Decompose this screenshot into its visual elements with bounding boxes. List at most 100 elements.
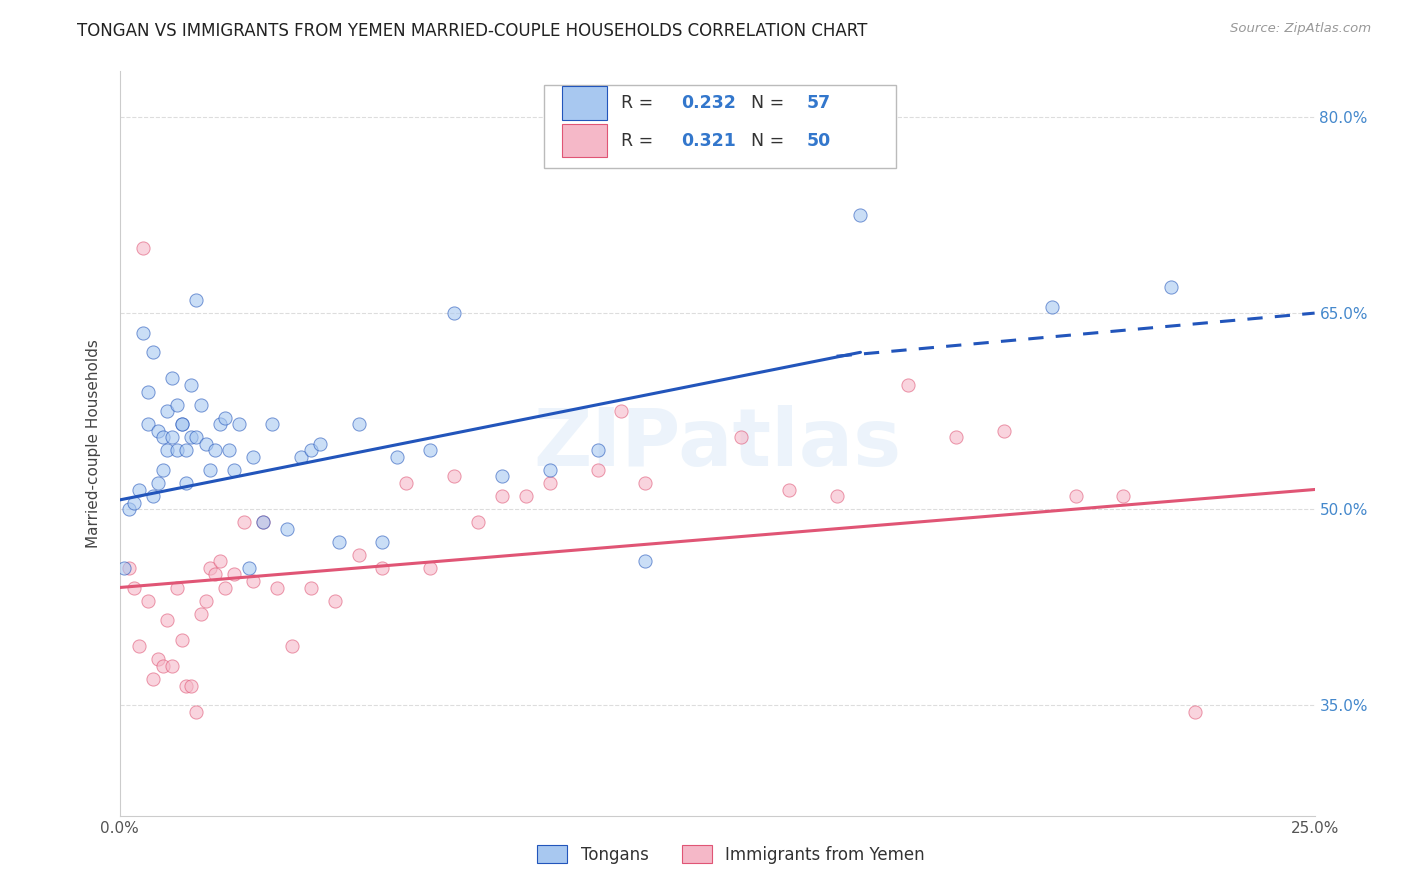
Point [849, 208, 872, 222]
Point [142, 345, 165, 359]
Point [166, 398, 188, 412]
Point [122, 495, 145, 509]
Point [224, 463, 246, 477]
Y-axis label: Married-couple Households: Married-couple Households [86, 339, 101, 549]
Point [128, 640, 150, 654]
Point [419, 561, 441, 575]
Point [371, 561, 394, 575]
Point [491, 469, 513, 483]
FancyBboxPatch shape [562, 124, 607, 157]
Point [146, 652, 169, 666]
Text: N =: N = [751, 94, 789, 112]
Point [190, 398, 212, 412]
Text: Source: ZipAtlas.com: Source: ZipAtlas.com [1230, 22, 1371, 36]
Point [128, 483, 150, 497]
Point [160, 659, 183, 673]
Point [208, 417, 231, 432]
Point [443, 306, 465, 320]
Point [160, 371, 183, 385]
Point [309, 436, 332, 450]
Text: TONGAN VS IMMIGRANTS FROM YEMEN MARRIED-COUPLE HOUSEHOLDS CORRELATION CHART: TONGAN VS IMMIGRANTS FROM YEMEN MARRIED-… [77, 22, 868, 40]
Point [122, 581, 145, 595]
Point [180, 378, 202, 392]
Legend: Tongans, Immigrants from Yemen: Tongans, Immigrants from Yemen [530, 838, 932, 871]
Point [170, 632, 193, 647]
Point [170, 417, 193, 432]
Point [299, 581, 322, 595]
Text: ZIPatlas: ZIPatlas [533, 405, 901, 483]
Point [252, 515, 274, 529]
Point [395, 475, 418, 490]
Point [194, 436, 217, 450]
Point [190, 607, 212, 621]
Point [204, 567, 226, 582]
Point [586, 463, 609, 477]
Point [180, 430, 202, 444]
Point [538, 463, 561, 477]
Point [200, 561, 222, 575]
Point [634, 475, 657, 490]
Point [156, 613, 179, 627]
Point [112, 561, 135, 575]
Text: 57: 57 [807, 94, 831, 112]
Point [1160, 280, 1182, 294]
Point [467, 515, 489, 529]
Point [238, 561, 260, 575]
Point [214, 581, 236, 595]
Point [152, 430, 174, 444]
Point [142, 489, 165, 503]
Point [538, 475, 561, 490]
Point [136, 593, 159, 607]
Point [515, 489, 537, 503]
Point [993, 424, 1015, 438]
Point [176, 443, 198, 458]
Point [299, 443, 322, 458]
Point [184, 705, 207, 719]
Point [118, 561, 141, 575]
Point [152, 659, 174, 673]
Point [166, 581, 188, 595]
Point [156, 443, 179, 458]
Point [491, 489, 513, 503]
Point [266, 581, 288, 595]
Point [276, 522, 298, 536]
Text: 0.321: 0.321 [682, 132, 737, 150]
FancyBboxPatch shape [544, 85, 897, 169]
Point [156, 404, 179, 418]
Point [170, 417, 193, 432]
Point [1064, 489, 1087, 503]
Point [242, 450, 264, 464]
Point [586, 443, 609, 458]
Point [208, 554, 231, 568]
Point [443, 469, 465, 483]
Point [232, 515, 254, 529]
Point [214, 410, 236, 425]
Point [610, 404, 633, 418]
Point [132, 326, 155, 340]
Point [146, 475, 169, 490]
Point [136, 384, 159, 399]
Point [184, 430, 207, 444]
Point [200, 463, 222, 477]
Point [180, 679, 202, 693]
Point [252, 515, 274, 529]
Point [634, 554, 657, 568]
Point [136, 417, 159, 432]
Point [194, 593, 217, 607]
Point [323, 593, 346, 607]
Point [146, 424, 169, 438]
Point [371, 534, 394, 549]
Point [328, 534, 350, 549]
Point [290, 450, 312, 464]
Point [184, 293, 207, 307]
Point [778, 483, 800, 497]
Point [1184, 705, 1206, 719]
Point [224, 567, 246, 582]
Point [897, 378, 920, 392]
Point [945, 430, 967, 444]
Point [825, 489, 848, 503]
Point [166, 443, 188, 458]
Point [1040, 300, 1063, 314]
Text: R =: R = [621, 132, 659, 150]
Point [176, 679, 198, 693]
